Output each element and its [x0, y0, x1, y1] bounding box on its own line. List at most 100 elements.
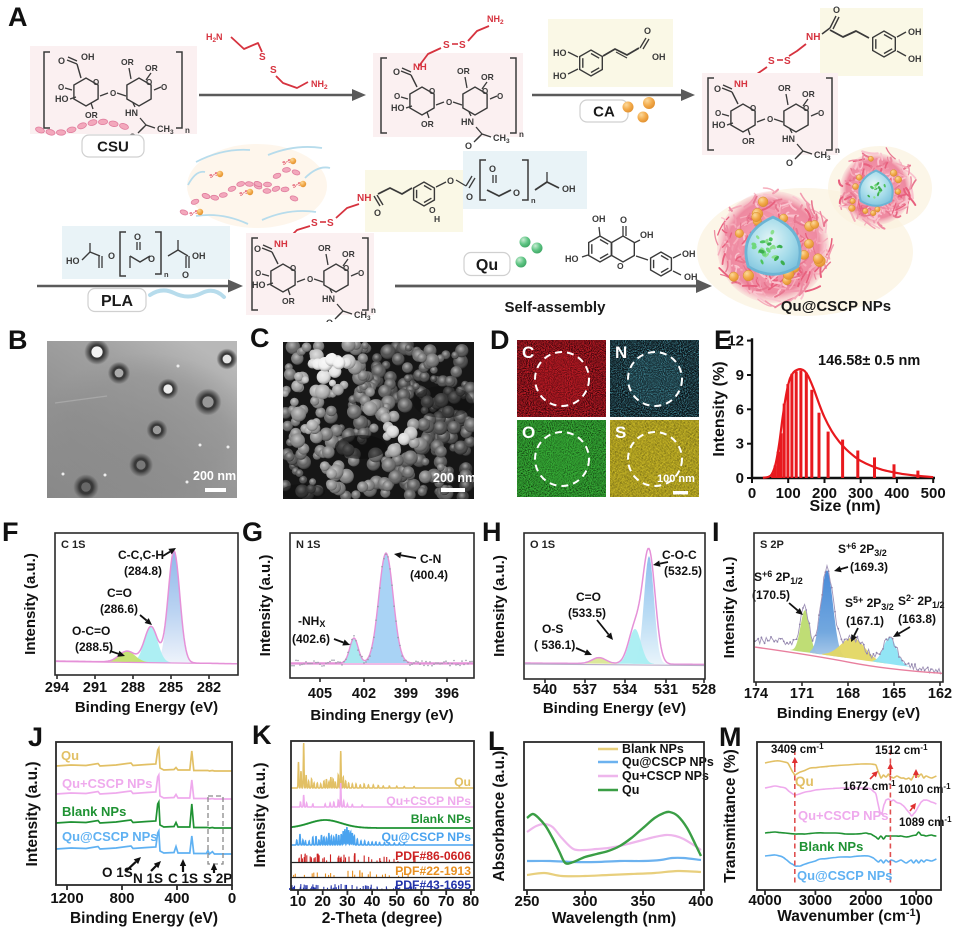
svg-text:C-O-C: C-O-C	[662, 548, 697, 562]
svg-text:800: 800	[109, 890, 134, 907]
svg-text:162: 162	[928, 686, 952, 702]
svg-text:0: 0	[748, 485, 756, 502]
svg-text:Binding Energy (eV): Binding Energy (eV)	[310, 707, 453, 724]
svg-text:200 nm: 200 nm	[193, 469, 236, 483]
svg-text:S: S	[259, 52, 266, 63]
svg-text:Self-assembly: Self-assembly	[505, 299, 607, 316]
svg-text:C-C,C-H: C-C,C-H	[118, 548, 164, 562]
svg-text:N: N	[216, 32, 223, 42]
svg-text:E: E	[714, 325, 732, 355]
svg-text:1010 cm-1: 1010 cm-1	[898, 782, 951, 796]
svg-text:A: A	[8, 2, 28, 32]
svg-text:NH: NH	[413, 62, 427, 73]
svg-text:J: J	[28, 722, 43, 752]
svg-text:400: 400	[688, 893, 713, 910]
svg-text:s-s: s-s	[281, 157, 293, 167]
svg-text:O: O	[394, 92, 400, 101]
svg-text:Binding Energy (eV): Binding Energy (eV)	[70, 910, 218, 927]
svg-text:CH: CH	[493, 133, 506, 143]
svg-text:O: O	[93, 78, 99, 87]
svg-text:s-s: s-s	[208, 170, 220, 180]
svg-text:CSU: CSU	[97, 138, 129, 155]
svg-text:n: n	[519, 130, 524, 139]
svg-text:S2- 2P1/2: S2- 2P1/2	[898, 593, 945, 610]
svg-text:N 1S: N 1S	[133, 871, 163, 886]
svg-text:n: n	[531, 196, 536, 205]
svg-text:S: S	[784, 56, 791, 67]
svg-text:OR: OR	[342, 249, 355, 259]
svg-text:O: O	[482, 87, 488, 96]
svg-text:O: O	[750, 104, 756, 113]
svg-text:O: O	[108, 251, 115, 261]
svg-text:O: O	[307, 275, 313, 284]
svg-text:HO: HO	[712, 120, 726, 130]
svg-text:Absorbance (a.u.): Absorbance (a.u.)	[491, 751, 508, 882]
svg-text:OR: OR	[742, 136, 755, 146]
svg-text:HO: HO	[66, 256, 80, 266]
svg-text:H: H	[482, 517, 502, 547]
svg-text:S+6 2P1/2: S+6 2P1/2	[754, 569, 803, 586]
svg-text:S: S	[459, 40, 466, 51]
svg-text:L: L	[488, 726, 505, 756]
svg-text:S 2P: S 2P	[760, 539, 784, 551]
svg-text:Qu+CSCP NPs: Qu+CSCP NPs	[62, 776, 152, 791]
svg-text:40: 40	[364, 893, 381, 910]
svg-text:100 nm: 100 nm	[657, 473, 695, 485]
svg-text:CH: CH	[814, 150, 827, 160]
svg-text:HO: HO	[565, 254, 579, 264]
svg-text:Wavelength (nm): Wavelength (nm)	[552, 910, 676, 927]
svg-text:80: 80	[463, 893, 480, 910]
svg-text:PLA: PLA	[101, 293, 133, 310]
svg-text:20: 20	[314, 893, 331, 910]
svg-text:10: 10	[290, 893, 307, 910]
svg-text:O: O	[343, 264, 349, 273]
svg-text:Transmittance (%): Transmittance (%)	[722, 749, 739, 883]
svg-text:S 2P: S 2P	[203, 871, 232, 886]
svg-text:OR: OR	[318, 243, 331, 253]
svg-text:Qu@CSCP NPs: Qu@CSCP NPs	[781, 298, 891, 315]
svg-text:168: 168	[836, 686, 860, 702]
svg-text:Blank NPs: Blank NPs	[622, 742, 684, 756]
svg-text:OR: OR	[481, 72, 494, 82]
svg-text:C=O: C=O	[576, 590, 601, 604]
svg-text:300: 300	[848, 485, 873, 502]
svg-text:OR: OR	[802, 89, 815, 99]
svg-text:9: 9	[736, 367, 744, 384]
svg-text:200 nm: 200 nm	[433, 471, 476, 485]
svg-text:S: S	[615, 423, 626, 442]
svg-text:H: H	[434, 214, 440, 224]
svg-text:O: O	[513, 188, 520, 198]
svg-text:3: 3	[367, 315, 371, 322]
svg-text:O: O	[786, 158, 793, 168]
svg-text:3: 3	[736, 436, 744, 453]
svg-text:n: n	[835, 146, 840, 155]
svg-text:Qu: Qu	[454, 775, 471, 789]
svg-text:Blank NPs: Blank NPs	[799, 839, 863, 854]
svg-text:PDF#86-0606: PDF#86-0606	[395, 849, 471, 863]
svg-text:s-s: s-s	[188, 208, 200, 218]
svg-text:4000: 4000	[748, 892, 781, 909]
svg-text:OR: OR	[85, 110, 98, 120]
svg-text:O: O	[58, 83, 64, 92]
svg-text:165: 165	[882, 686, 906, 702]
svg-text:n: n	[185, 126, 190, 135]
svg-text:O: O	[161, 83, 167, 92]
svg-text:Qu@CSCP NPs: Qu@CSCP NPs	[62, 829, 158, 844]
svg-text:F: F	[2, 517, 19, 547]
svg-text:1672 cm-1: 1672 cm-1	[843, 779, 896, 793]
svg-text:Blank NPs: Blank NPs	[411, 812, 472, 826]
svg-text:CH: CH	[157, 124, 170, 134]
svg-text:O: O	[429, 205, 436, 215]
svg-text:O: O	[393, 67, 400, 77]
svg-text:O: O	[818, 109, 824, 118]
svg-text:O: O	[182, 270, 189, 280]
svg-text:3: 3	[827, 155, 831, 162]
svg-text:n: n	[164, 270, 169, 279]
svg-text:O: O	[146, 78, 152, 87]
svg-text:1512 cm-1: 1512 cm-1	[875, 743, 928, 757]
svg-text:Size (nm): Size (nm)	[809, 498, 880, 515]
svg-text:NH2: NH2	[311, 79, 328, 91]
svg-text:HN: HN	[461, 117, 474, 127]
svg-text:50: 50	[388, 893, 405, 910]
svg-text:HO: HO	[252, 280, 266, 290]
